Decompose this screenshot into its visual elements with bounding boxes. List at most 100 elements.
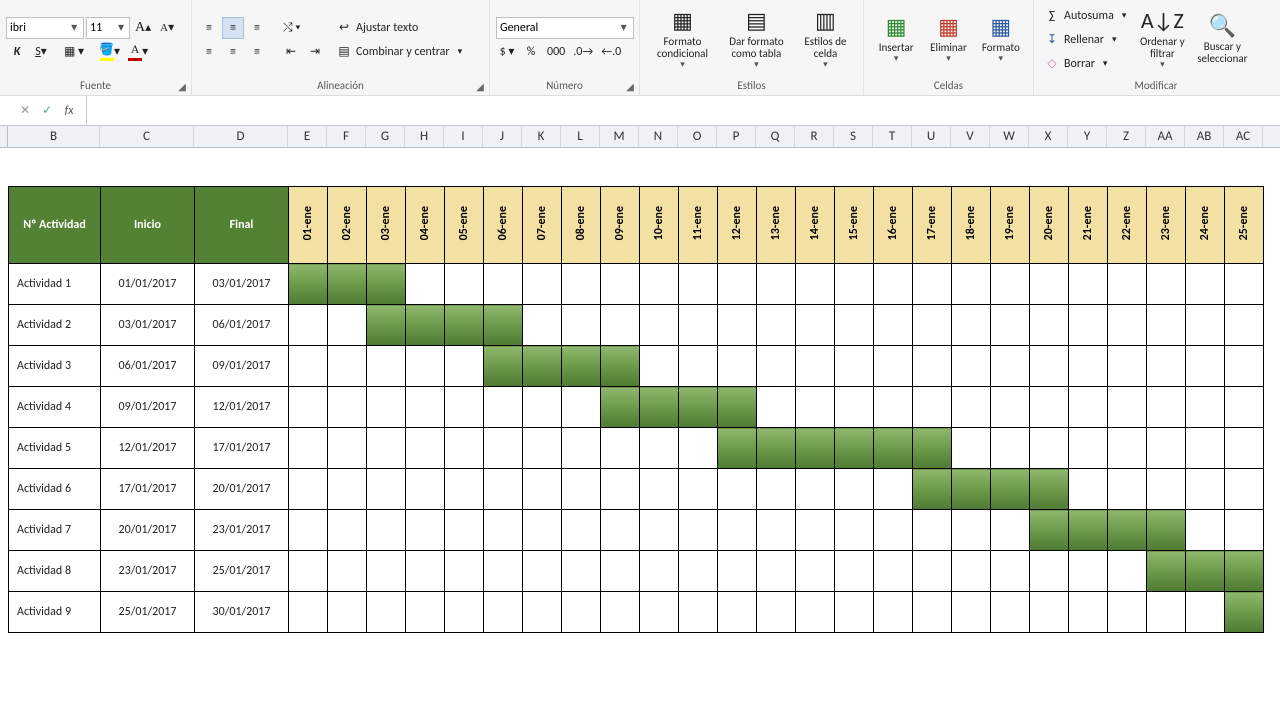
start-date-cell[interactable]: 03/01/2017 [101,305,195,346]
activity-name-cell[interactable]: Actividad 3 [9,346,101,387]
gantt-cell[interactable] [445,469,484,510]
gantt-cell[interactable] [718,305,757,346]
gantt-cell[interactable] [757,264,796,305]
gantt-cell[interactable] [874,510,913,551]
start-date-cell[interactable]: 17/01/2017 [101,469,195,510]
gantt-cell[interactable] [1030,510,1069,551]
gantt-cell[interactable] [1108,592,1147,633]
end-date-cell[interactable]: 12/01/2017 [195,387,289,428]
gantt-cell[interactable] [406,428,445,469]
border-button[interactable]: ▦ ▾ [61,41,87,63]
gantt-cell[interactable] [1225,469,1264,510]
gantt-cell[interactable] [1030,346,1069,387]
gantt-cell[interactable] [991,551,1030,592]
column-header[interactable]: N [639,126,678,147]
gantt-cell[interactable] [1225,592,1264,633]
gantt-cell[interactable] [679,264,718,305]
gantt-cell[interactable] [796,264,835,305]
gantt-cell[interactable] [952,592,991,633]
gantt-cell[interactable] [874,469,913,510]
column-header[interactable]: E [288,126,327,147]
gantt-cell[interactable] [367,264,406,305]
column-header[interactable]: F [327,126,366,147]
activity-name-cell[interactable]: Actividad 7 [9,510,101,551]
column-header[interactable]: S [834,126,873,147]
gantt-cell[interactable] [874,428,913,469]
gantt-cell[interactable] [289,551,328,592]
end-date-cell[interactable]: 25/01/2017 [195,551,289,592]
gantt-cell[interactable] [367,346,406,387]
gantt-cell[interactable] [718,264,757,305]
gantt-cell[interactable] [640,592,679,633]
gantt-cell[interactable] [1108,428,1147,469]
gantt-cell[interactable] [835,387,874,428]
column-header[interactable]: G [366,126,405,147]
gantt-cell[interactable] [1147,469,1186,510]
gantt-cell[interactable] [484,387,523,428]
gantt-cell[interactable] [1108,469,1147,510]
gantt-cell[interactable] [640,551,679,592]
gantt-cell[interactable] [991,387,1030,428]
gantt-cell[interactable] [1186,346,1225,387]
gantt-cell[interactable] [601,510,640,551]
gantt-cell[interactable] [367,428,406,469]
gantt-cell[interactable] [796,469,835,510]
gantt-cell[interactable] [913,469,952,510]
column-header[interactable]: M [600,126,639,147]
gantt-cell[interactable] [562,305,601,346]
column-header[interactable]: C [100,126,194,147]
gantt-cell[interactable] [601,428,640,469]
gantt-cell[interactable] [835,592,874,633]
gantt-cell[interactable] [952,346,991,387]
gantt-cell[interactable] [484,428,523,469]
gantt-cell[interactable] [991,346,1030,387]
gantt-cell[interactable] [406,551,445,592]
gantt-cell[interactable] [952,469,991,510]
gantt-cell[interactable] [718,346,757,387]
column-header[interactable]: Q [756,126,795,147]
gantt-cell[interactable] [952,305,991,346]
gantt-cell[interactable] [601,264,640,305]
sort-filter-button[interactable]: A↓ZOrdenar y filtrar▾ [1136,7,1188,73]
gantt-cell[interactable] [445,551,484,592]
end-date-cell[interactable]: 20/01/2017 [195,469,289,510]
gantt-cell[interactable] [1147,387,1186,428]
gantt-cell[interactable] [523,592,562,633]
gantt-cell[interactable] [913,592,952,633]
gantt-cell[interactable] [679,346,718,387]
gantt-cell[interactable] [1108,305,1147,346]
gantt-cell[interactable] [718,428,757,469]
clear-button[interactable]: ◇Borrar▾ [1040,53,1130,75]
gantt-cell[interactable] [718,387,757,428]
gantt-cell[interactable] [640,305,679,346]
gantt-cell[interactable] [289,592,328,633]
column-header[interactable]: U [912,126,951,147]
gantt-cell[interactable] [952,387,991,428]
gantt-cell[interactable] [679,469,718,510]
fill-color-button[interactable]: 🪣▾ [96,41,123,63]
shrink-font-button[interactable]: A▾ [156,17,178,39]
gantt-cell[interactable] [952,264,991,305]
gantt-cell[interactable] [562,346,601,387]
gantt-cell[interactable] [1186,264,1225,305]
gantt-cell[interactable] [1030,469,1069,510]
gantt-cell[interactable] [1186,428,1225,469]
gantt-cell[interactable] [874,551,913,592]
gantt-cell[interactable] [835,264,874,305]
gantt-cell[interactable] [835,305,874,346]
gantt-cell[interactable] [1069,305,1108,346]
gantt-cell[interactable] [289,305,328,346]
gantt-cell[interactable] [1108,510,1147,551]
gantt-cell[interactable] [991,428,1030,469]
gantt-cell[interactable] [1030,264,1069,305]
format-button[interactable]: ▦Formato▾ [975,7,1027,73]
start-date-cell[interactable]: 20/01/2017 [101,510,195,551]
gantt-cell[interactable] [1186,551,1225,592]
gantt-cell[interactable] [1030,305,1069,346]
gantt-cell[interactable] [913,305,952,346]
gantt-cell[interactable] [328,387,367,428]
gantt-cell[interactable] [1108,346,1147,387]
gantt-cell[interactable] [757,551,796,592]
gantt-cell[interactable] [913,510,952,551]
gantt-cell[interactable] [328,551,367,592]
